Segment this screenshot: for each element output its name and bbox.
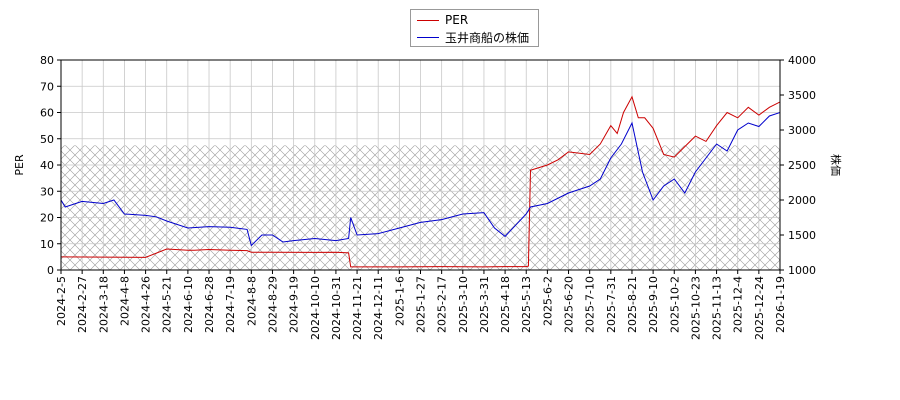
y-left-tick-label: 80 [40, 54, 54, 67]
x-tick-label: 2025-1-6 [393, 276, 406, 326]
x-tick-label: 2024-2-27 [76, 276, 89, 333]
x-tick-label: 2024-3-18 [97, 276, 110, 333]
x-tick-label: 2024-8-29 [266, 276, 279, 333]
legend-swatch-per [417, 19, 439, 21]
y-right-tick-label: 2500 [788, 159, 816, 172]
x-tick-label: 2024-4-8 [118, 276, 131, 326]
x-tick-label: 2026-1-19 [774, 276, 787, 333]
x-tick-label: 2024-10-10 [309, 276, 322, 340]
y-left-tick-label: 10 [40, 238, 54, 251]
y-right-tick-label: 3500 [788, 89, 816, 102]
x-tick-label: 2025-4-18 [499, 276, 512, 333]
y-right-tick-label: 1500 [788, 229, 816, 242]
x-tick-label: 2025-5-13 [520, 276, 533, 333]
stock-price-line [61, 111, 780, 247]
legend-item-stock-price: 玉井商船の株価 [417, 29, 529, 45]
x-tick-label: 2025-9-10 [647, 276, 660, 333]
x-tick-label: 2025-2-17 [436, 276, 449, 333]
x-tick-label: 2024-2-5 [55, 276, 68, 326]
y-axis-right-label: 株価 [829, 154, 843, 176]
legend-label-per: PER [445, 13, 469, 27]
y-axis-left-label: PER [13, 154, 26, 176]
y-right-tick-label: 2000 [788, 194, 816, 207]
legend-swatch-stock-price [417, 36, 439, 38]
x-tick-label: 2025-12-24 [753, 276, 766, 340]
x-tick-label: 2024-9-19 [288, 276, 301, 333]
y-left-tick-label: 50 [40, 133, 54, 146]
x-tick-label: 2024-10-31 [330, 276, 343, 340]
x-tick-label: 2025-3-31 [478, 276, 491, 333]
y-right-tick-label: 1000 [788, 264, 816, 277]
x-tick-label: 2025-8-21 [626, 276, 639, 333]
y-left-tick-label: 20 [40, 212, 54, 225]
legend: PER 玉井商船の株価 [410, 9, 539, 47]
x-tick-label: 2024-5-21 [161, 276, 174, 333]
x-tick-label: 2025-6-20 [563, 276, 576, 333]
x-tick-label: 2025-1-27 [415, 276, 428, 333]
per-line [61, 95, 780, 268]
x-tick-label: 2025-10-2 [668, 276, 681, 333]
y-left-tick-label: 0 [47, 264, 54, 277]
series-lines [61, 95, 780, 268]
x-tick-label: 2025-7-31 [605, 276, 618, 333]
x-tick-label: 2024-12-11 [372, 276, 385, 340]
y-left-tick-label: 60 [40, 107, 54, 120]
x-tick-label: 2024-6-10 [182, 276, 195, 333]
y-left-tick-label: 70 [40, 80, 54, 93]
x-tick-label: 2024-11-21 [351, 276, 364, 340]
y-right-tick-label: 3000 [788, 124, 816, 137]
x-tick-label: 2025-10-23 [689, 276, 702, 340]
x-tick-label: 2024-8-8 [245, 276, 258, 326]
x-tick-label: 2024-6-28 [203, 276, 216, 333]
legend-item-per: PER [417, 12, 468, 28]
y-left-tick-label: 30 [40, 185, 54, 198]
x-tick-label: 2024-4-26 [140, 276, 153, 333]
y-left-tick-label: 40 [40, 159, 54, 172]
legend-label-stock-price: 玉井商船の株価 [445, 30, 530, 45]
y-axis-left-ticks: 0 10 20 30 40 50 60 70 80 [40, 54, 61, 277]
x-tick-label: 2025-3-10 [457, 276, 470, 333]
x-tick-label: 2025-6-2 [541, 276, 554, 326]
x-axis-ticks: 2024-2-5 2024-2-27 2024-3-18 2024-4-8 2024-4… [55, 270, 787, 340]
x-tick-label: 2024-7-19 [224, 276, 237, 333]
x-tick-label: 2025-11-13 [711, 276, 724, 340]
x-tick-label: 2025-7-10 [584, 276, 597, 333]
y-axis-right-ticks: 1000 1500 2000 2500 3000 3500 4000 [780, 54, 816, 277]
x-tick-label: 2025-12-4 [732, 276, 745, 333]
y-right-tick-label: 4000 [788, 54, 816, 67]
